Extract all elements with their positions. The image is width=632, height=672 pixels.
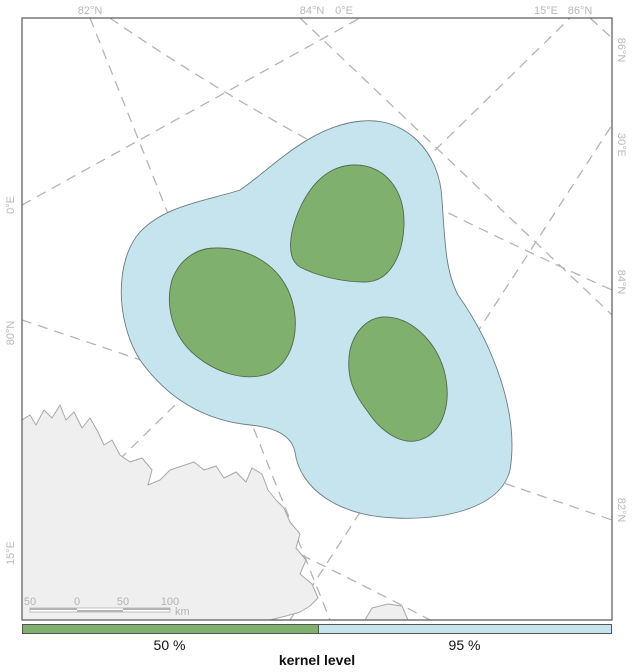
lat-label-right: 84°N <box>615 270 627 295</box>
scale-bar: 50 0 50 100 km <box>24 596 190 618</box>
legend-labels: 50 % 95 % <box>22 637 612 655</box>
legend-label-50: 50 % <box>153 637 186 653</box>
scale-unit-label: km <box>175 606 190 618</box>
legend-label-95: 95 % <box>448 637 481 653</box>
scale-tick-label: 100 <box>161 596 179 608</box>
kernel-50-polygon <box>348 316 448 442</box>
lat-label-right: 86°N <box>615 38 627 63</box>
lon-label-top: 15°E <box>534 5 558 17</box>
island <box>364 603 409 620</box>
kernel-50-polygon <box>290 164 405 283</box>
scale-tick-label: 50 <box>117 596 129 608</box>
lat-label-right: 82°N <box>615 498 627 523</box>
lat-label-left: 80°N <box>5 321 17 346</box>
legend-title: kernel level <box>278 652 356 668</box>
parallel-line <box>589 18 612 39</box>
legend-colorbar <box>22 624 612 634</box>
kernel-density-polygons <box>120 120 513 519</box>
land-norway <box>22 404 409 620</box>
lat-label-top: 82°N <box>78 5 103 17</box>
legend-swatch-50 <box>23 625 319 633</box>
meridian-line <box>299 18 612 316</box>
lon-label-left: 15°E <box>5 541 17 565</box>
scale-tick-label: 50 <box>24 596 36 608</box>
scale-tick-label: 0 <box>74 596 80 608</box>
scale-bar-segment <box>123 608 170 610</box>
lon-label-right: 30°E <box>615 133 627 157</box>
map-frame <box>21 17 613 621</box>
scale-bar-segment <box>30 608 77 610</box>
graticule-labels: 82°N 84°N 0°E 15°E 86°N 0°E 80°N 15°E 86… <box>5 5 627 565</box>
lat-label-top: 84°N <box>300 5 325 17</box>
kernel-50-polygon <box>169 247 296 378</box>
scale-bar-segment <box>77 610 123 612</box>
meridian-line <box>22 18 361 206</box>
lon-label-left: 0°E <box>5 196 17 214</box>
legend-swatch-95 <box>319 625 611 633</box>
lon-label-top: 0°E <box>335 5 353 17</box>
lat-label-top: 86°N <box>568 5 593 17</box>
coastline-mainland <box>22 404 319 620</box>
